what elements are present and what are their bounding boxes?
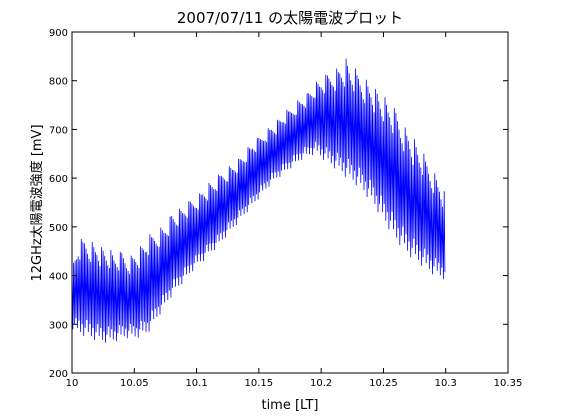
- y-tick-label: 200: [49, 369, 68, 380]
- plot-frame: [71, 31, 509, 374]
- x-tick-label: 10.25: [369, 378, 398, 389]
- x-tick-label: 10.2: [310, 378, 332, 389]
- y-tick-label: 400: [49, 272, 68, 283]
- chart-title: 2007/07/11 の太陽電波プロット: [177, 9, 403, 27]
- y-tick-label: 800: [49, 77, 68, 88]
- x-tick-label: 10.35: [494, 378, 523, 389]
- x-axis-label: time [LT]: [261, 398, 318, 413]
- y-tick-label: 500: [49, 223, 68, 234]
- x-tick-label: 10: [66, 378, 79, 389]
- y-axis-label: 12GHz太陽電波強度 [mV]: [29, 124, 45, 281]
- x-tick-label: 10.05: [120, 378, 149, 389]
- x-tick-label: 10.3: [435, 378, 457, 389]
- y-tick-label: 600: [49, 174, 68, 185]
- plot-area: 10 10.05 10.1 10.15 10.2 10.25 10.3 10.35 200 300…: [49, 28, 522, 389]
- y-tick-label: 700: [49, 125, 68, 136]
- x-tick-label: 10.1: [185, 378, 207, 389]
- y-tick-label: 300: [49, 320, 68, 331]
- y-tick-label: 900: [49, 28, 68, 39]
- series-line-0: [71, 58, 446, 343]
- x-tick-label: 10.15: [245, 378, 274, 389]
